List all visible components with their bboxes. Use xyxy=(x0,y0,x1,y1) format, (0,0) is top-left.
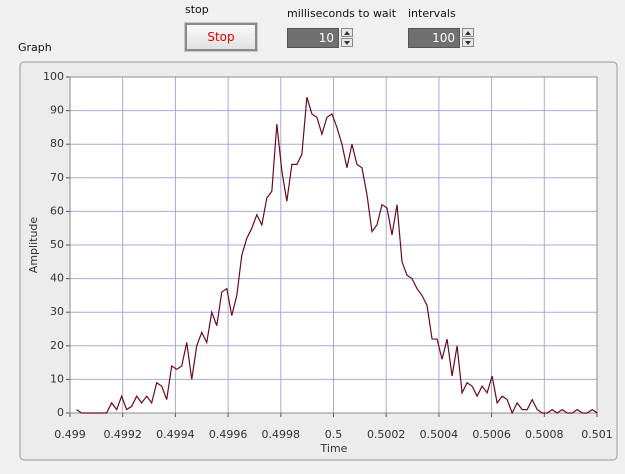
stop-label: stop xyxy=(185,3,209,16)
y-tick-label: 0 xyxy=(57,406,64,419)
y-tick-label: 30 xyxy=(50,305,64,318)
x-tick-label: 0.4994 xyxy=(156,428,195,441)
y-tick-label: 80 xyxy=(50,137,64,150)
y-tick-label: 40 xyxy=(50,272,64,285)
x-tick-label: 0.501 xyxy=(581,428,613,441)
x-tick-label: 0.5008 xyxy=(525,428,564,441)
x-tick-label: 0.4998 xyxy=(262,428,301,441)
x-tick-label: 0.4996 xyxy=(209,428,248,441)
wait-input[interactable]: 10 xyxy=(287,28,339,48)
wait-label: milliseconds to wait xyxy=(287,7,397,20)
y-tick-label: 60 xyxy=(50,204,64,217)
trace xyxy=(76,96,598,415)
x-tick-label: 0.5006 xyxy=(472,428,511,441)
intervals-spinner xyxy=(462,28,474,48)
graph-label: Graph xyxy=(18,41,52,54)
y-tick-label: 100 xyxy=(43,70,64,83)
decrement[interactable] xyxy=(462,38,474,47)
decrement[interactable] xyxy=(341,38,353,47)
x-tick-label: 0.499 xyxy=(54,428,86,441)
y-tick-label: 20 xyxy=(50,339,64,352)
y-tick-label: 10 xyxy=(50,372,64,385)
x-tick-label: 0.5 xyxy=(325,428,343,441)
x-axis-label: Time xyxy=(320,442,348,455)
x-tick-label: 0.5002 xyxy=(367,428,406,441)
y-tick-label: 50 xyxy=(50,238,64,251)
y-tick-label: 90 xyxy=(50,104,64,117)
x-tick-label: 0.5004 xyxy=(420,428,459,441)
intervals-input[interactable]: 100 xyxy=(408,28,460,48)
increment[interactable] xyxy=(341,28,353,37)
x-tick-label: 0.4992 xyxy=(103,428,142,441)
plot-border xyxy=(69,76,598,414)
increment[interactable] xyxy=(462,28,474,37)
wait-control: 10 xyxy=(287,28,353,48)
y-tick-label: 70 xyxy=(50,171,64,184)
y-axis-label: Amplitude xyxy=(27,217,40,274)
stop-button[interactable]: Stop xyxy=(184,22,258,52)
intervals-control: 100 xyxy=(408,28,474,48)
wait-spinner xyxy=(341,28,353,48)
intervals-label: intervals xyxy=(408,7,456,20)
